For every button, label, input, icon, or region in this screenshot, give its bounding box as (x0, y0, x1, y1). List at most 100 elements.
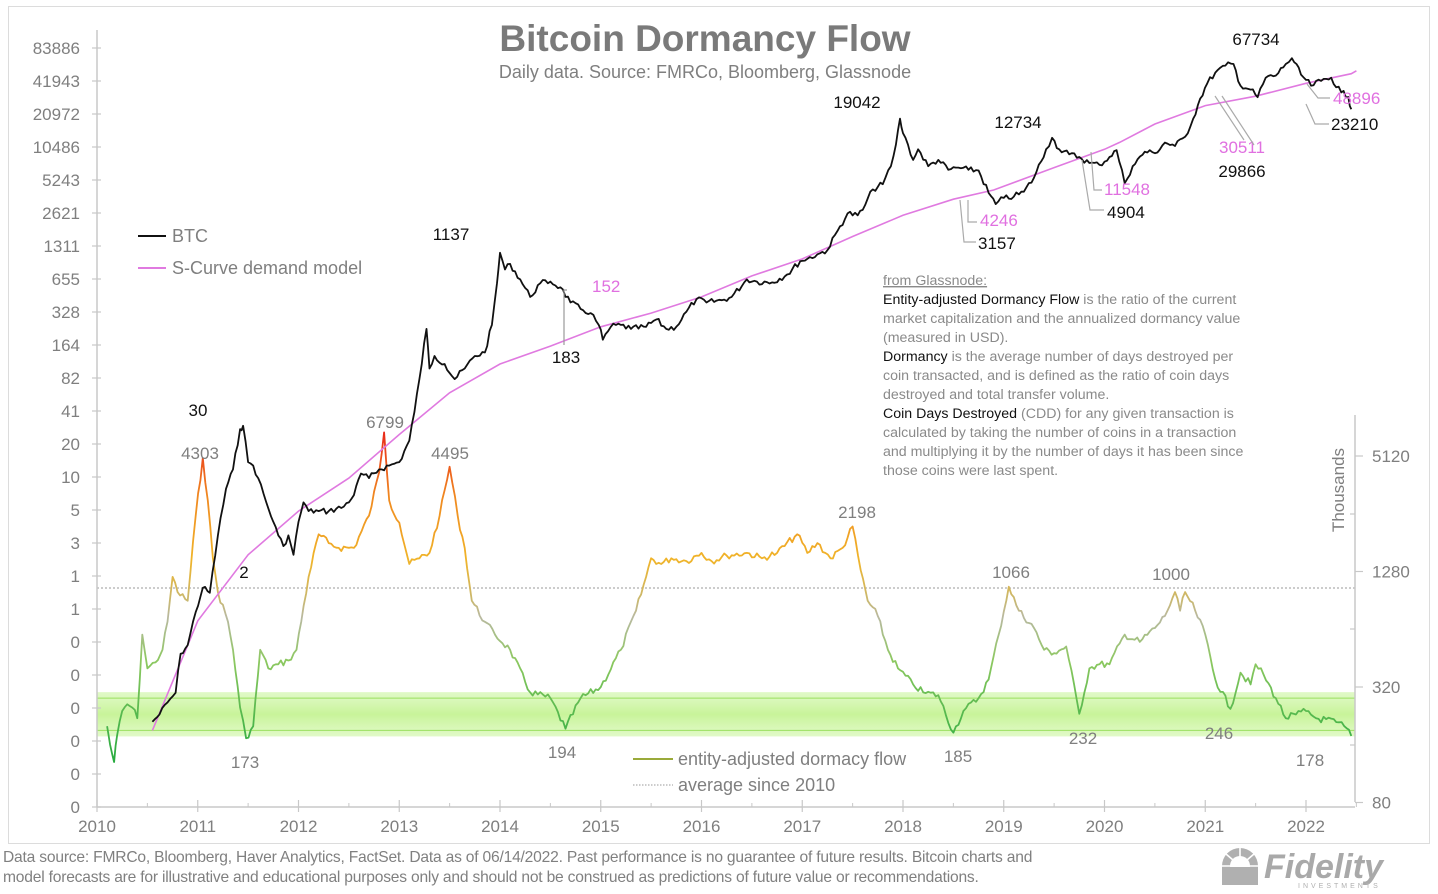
annotation-label: 30 (189, 401, 208, 420)
annotation-label: 185 (944, 747, 972, 766)
annotation-label: 194 (548, 743, 576, 762)
x-axis-tick-label: 2013 (380, 817, 418, 836)
annotation-label: 29866 (1218, 162, 1265, 181)
legend-btc-label: BTC (172, 226, 208, 246)
note-line: market capitalization and the annualized… (883, 311, 1240, 327)
legend-dormancy-label: entity-adjusted dormacy flow (678, 749, 907, 769)
right-axis-tick-label: 320 (1372, 678, 1400, 697)
series-entity-adjusted-dormancy-flow (106, 431, 1353, 763)
annotation-label: 178 (1296, 751, 1324, 770)
note-line: (measured in USD). (883, 330, 1008, 346)
note-line: calculated by taking the number of coins… (883, 425, 1236, 441)
annotation-label: 2198 (838, 503, 876, 522)
note-line: Dormancy is the average number of days d… (883, 349, 1233, 365)
annotation-leader-line (563, 289, 567, 345)
legend-scurve-label: S-Curve demand model (172, 258, 362, 278)
x-axis-tick-label: 2019 (985, 817, 1023, 836)
logo-wordmark: Fidelity (1264, 848, 1385, 886)
x-axis-tick-label: 2018 (884, 817, 922, 836)
left-axis-tick-label: 5243 (42, 171, 80, 190)
series-s-curve-demand-model (151, 70, 1357, 731)
annotation-label: 12734 (994, 113, 1041, 132)
left-axis-tick-label: 10 (61, 468, 80, 487)
left-axis-tick-label: 10486 (33, 138, 80, 157)
x-axis-tick-label: 2014 (481, 817, 519, 836)
left-axis-tick-label: 0 (71, 765, 80, 784)
legend-average-label: average since 2010 (678, 775, 835, 795)
logo-tagline: INVESTMENTS (1298, 883, 1381, 890)
note-heading: from Glassnode: (883, 273, 987, 289)
fidelity-logo: Fidelity INVESTMENTS (1222, 848, 1385, 890)
footer-line-2: model forecasts are for illustrative and… (3, 869, 979, 886)
series-btc (151, 57, 1353, 723)
left-axis: 83886 41943 20972 10486 5243 2621 1311 655 328 16… (33, 30, 101, 817)
annotation-label: 4246 (980, 211, 1018, 230)
note-text: is the average number of days destroyed … (948, 349, 1234, 365)
x-axis-tick-label: 2016 (683, 817, 721, 836)
annotation-label: 173 (231, 753, 259, 772)
right-axis: 5120 1280 320 80 (1350, 415, 1410, 813)
annotation-label: 30511 (1219, 138, 1265, 157)
annotation-label: 6799 (366, 413, 404, 432)
legend-bottom: entity-adjusted dormacy flow average sin… (633, 749, 907, 795)
note-line: coin transacted, and is defined as the r… (883, 368, 1229, 384)
green-band (97, 692, 1355, 737)
annotation-label: 2 (239, 563, 248, 582)
annotation-label: 183 (552, 348, 580, 367)
annotation-label: 246 (1205, 724, 1233, 743)
left-axis-tick-label: 1 (71, 600, 80, 619)
left-axis-tick-label: 3 (71, 534, 80, 553)
note-line: Entity-adjusted Dormancy Flow is the rat… (883, 292, 1236, 308)
left-axis-tick-label: 41943 (33, 72, 80, 91)
note-text: and multiplying it by the number of days… (883, 444, 1244, 460)
note-term: Entity-adjusted Dormancy Flow (883, 292, 1080, 308)
note-term: Coin Days Destroyed (883, 406, 1017, 422)
chart-subtitle: Daily data. Source: FMRCo, Bloomberg, Gl… (499, 62, 911, 82)
annotation-label: 152 (592, 277, 620, 296)
x-axis-tick-label: 2020 (1086, 817, 1124, 836)
x-axis-tick-label: 2021 (1186, 817, 1224, 836)
left-axis-tick-label: 2621 (42, 204, 80, 223)
annotation-label: 67734 (1232, 30, 1279, 49)
x-axis-tick-label: 2011 (179, 817, 216, 836)
left-axis-tick-label: 1 (71, 567, 80, 586)
right-axis-tick-label: 5120 (1372, 447, 1410, 466)
fidelity-pyramid-icon (1222, 848, 1258, 885)
annotation-label: 4303 (181, 444, 219, 463)
note-line: those coins were last spent. (883, 463, 1058, 479)
footer-line-1: Data source: FMRCo, Bloomberg, Haver Ana… (3, 849, 1033, 866)
x-axis-tick-label: 2012 (280, 817, 318, 836)
note-text: is the ratio of the current (1079, 292, 1236, 308)
annotations: 30 2 1137 183 152 19042 12734 4246 3157 11548 4904… (181, 30, 1380, 772)
note-text: those coins were last spent. (883, 463, 1058, 479)
annotation-leader-line (1090, 151, 1102, 191)
annotation-label: 1000 (1152, 565, 1190, 584)
annotation-label: 232 (1069, 729, 1097, 748)
annotation-leader-line (1081, 159, 1104, 211)
x-axis-tick-label: 2015 (582, 817, 620, 836)
left-axis-tick-label: 0 (71, 798, 80, 817)
annotation-leader-line (967, 200, 977, 223)
note-text: (measured in USD). (883, 330, 1008, 346)
note-text: (CDD) for any given transaction is (1017, 406, 1234, 422)
annotation-leader-line (1221, 95, 1255, 146)
x-axis-tick-label: 2017 (783, 817, 821, 836)
annotation-label: 11548 (1104, 180, 1150, 199)
note-text: destroyed and total transfer volume. (883, 387, 1109, 403)
note-line: and multiplying it by the number of days… (883, 444, 1244, 460)
annotation-label: 1137 (433, 225, 470, 244)
annotation-leader-line (1306, 83, 1330, 99)
left-axis-tick-label: 83886 (33, 39, 80, 58)
left-axis-tick-label: 5 (71, 501, 80, 520)
annotation-label: 4495 (431, 444, 469, 463)
footer-disclaimer: Data source: FMRCo, Bloomberg, Haver Ana… (3, 848, 1183, 888)
right-axis-tick-label: 80 (1372, 794, 1391, 813)
left-axis-tick-label: 655 (52, 270, 80, 289)
left-axis-tick-label: 20972 (33, 105, 80, 124)
note-text: calculated by taking the number of coins… (883, 425, 1236, 441)
annotation-label: 4904 (1107, 203, 1145, 222)
annotation-label: 23210 (1331, 115, 1378, 134)
annotation-label: 3157 (978, 234, 1016, 253)
left-axis-tick-label: 0 (71, 633, 80, 652)
